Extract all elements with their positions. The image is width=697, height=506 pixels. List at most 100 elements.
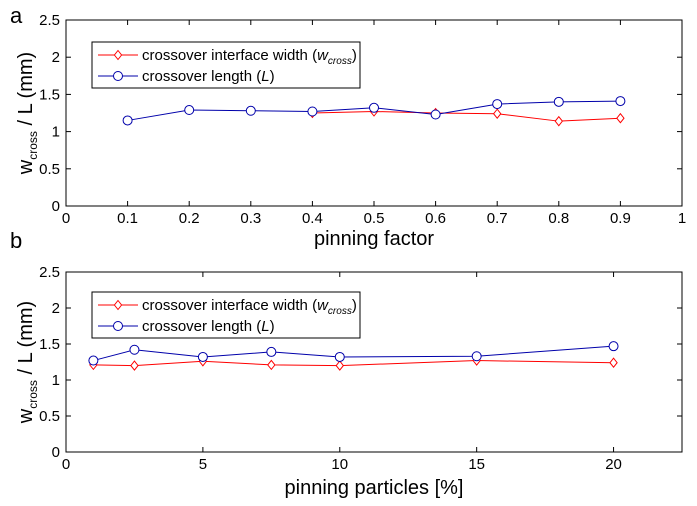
y-tick-label: 1 [52, 372, 60, 389]
axes-box [65, 271, 683, 453]
data-point [307, 106, 318, 117]
x-axis-label: pinning particles [%] [285, 477, 464, 499]
y-tick-label: 2 [52, 300, 60, 317]
legend: crossover interface width (wcross)crosso… [91, 41, 361, 89]
series-0 [308, 106, 625, 127]
y-tick-label: 2.5 [39, 12, 60, 29]
y-axis-label-main: w [15, 408, 37, 424]
data-point [129, 344, 140, 355]
legend-entry: crossover length (L) [142, 318, 275, 335]
data-point [609, 357, 618, 369]
legend-text: ) [352, 47, 357, 64]
y-axis-label-sub: cross [26, 380, 40, 409]
x-tick-label: 0 [62, 456, 70, 473]
legend: crossover interface width (wcross)crosso… [91, 291, 361, 339]
legend-text-sub: cross [328, 56, 352, 67]
legend-box [91, 41, 361, 89]
legend-marker [113, 49, 123, 61]
series-line [93, 360, 614, 367]
panel-label: a [10, 3, 23, 28]
legend-text: ) [352, 297, 357, 314]
y-tick-label: 0 [52, 444, 60, 461]
legend-marker [113, 71, 123, 81]
legend-text: crossover interface width ( [142, 297, 317, 314]
series-line [93, 345, 614, 362]
data-point [334, 351, 345, 362]
data-point [266, 346, 277, 357]
y-axis-label-tail: / L (mm) [15, 52, 37, 131]
legend-text-italic: L [261, 318, 269, 335]
data-point [553, 96, 564, 107]
legend-marker [113, 299, 123, 311]
legend-marker [113, 321, 123, 331]
data-point [245, 105, 256, 116]
y-tick-label: 1 [52, 124, 60, 141]
chart-panel-a: a 0 0.1 0.2 0.3 0.4 0.5 0.6 0.7 0.8 0.9 1 0 0.5 1 1.5 2 2… [10, 3, 686, 250]
x-tick-label: 0 [62, 210, 70, 227]
legend-text: crossover length ( [142, 318, 261, 335]
x-axis-label: pinning factor [314, 228, 434, 250]
y-tick-label: 0 [52, 198, 60, 215]
data-point [184, 105, 195, 116]
legend-text: crossover interface width ( [142, 47, 317, 64]
legend-text: ) [270, 318, 275, 335]
data-point [430, 109, 441, 120]
data-point [130, 360, 139, 371]
x-tick-label: 0.8 [548, 210, 569, 227]
chart-panel-b: b 0 5 10 15 20 0 0.5 1 1.5 2 2.5 pinning particles [… [10, 228, 683, 499]
x-tick-label: 0.7 [487, 210, 508, 227]
legend-text: ) [270, 68, 275, 85]
legend-entry: crossover interface width (wcross) [142, 297, 357, 317]
data-point [197, 351, 208, 362]
series-1 [88, 341, 619, 366]
legend-entry: crossover interface width (wcross) [142, 47, 357, 67]
data-point [616, 112, 625, 124]
data-point [369, 102, 379, 113]
y-axis-label-main: w [15, 159, 37, 175]
legend-box [91, 291, 361, 339]
y-tick-label: 2.5 [39, 264, 60, 281]
x-tick-label: 0.5 [364, 210, 385, 227]
data-point [122, 115, 133, 126]
legend-entry: crossover length (L) [142, 68, 275, 85]
legend-text-sub: cross [328, 306, 352, 317]
data-point [492, 99, 503, 110]
x-tick-label: 10 [331, 456, 348, 473]
x-tick-label: 1 [678, 210, 686, 227]
series-1 [122, 96, 626, 126]
legend-text-italic: w [317, 297, 329, 314]
legend-text-italic: w [317, 47, 329, 64]
x-tick-label: 0.3 [240, 210, 261, 227]
x-tick-label: 0.6 [425, 210, 446, 227]
x-tick-label: 0.9 [610, 210, 631, 227]
x-tick-label: 0.2 [179, 210, 200, 227]
data-point [492, 108, 502, 120]
y-axis-label-tail: / L (mm) [15, 301, 37, 380]
data-point [267, 359, 276, 371]
x-tick-label: 20 [605, 456, 622, 473]
x-tick-label: 15 [468, 456, 485, 473]
panel-label: b [10, 228, 22, 253]
series-0 [89, 355, 618, 371]
data-point [615, 96, 626, 107]
legend-text: crossover length ( [142, 68, 261, 85]
data-point [554, 115, 564, 127]
series-line [312, 111, 621, 122]
y-tick-label: 1.5 [39, 336, 60, 353]
x-tick-label: 5 [199, 456, 207, 473]
y-tick-label: 0.5 [39, 408, 60, 425]
y-axis-label: wcross / L (mm) [15, 301, 40, 424]
data-point [471, 351, 482, 362]
legend-text-italic: L [261, 68, 269, 85]
data-point [608, 341, 619, 352]
y-axis-label: wcross / L (mm) [15, 52, 40, 175]
y-tick-label: 1.5 [39, 86, 60, 103]
x-tick-label: 0.1 [117, 210, 138, 227]
y-tick-label: 0.5 [39, 161, 60, 178]
data-point [88, 355, 99, 366]
y-tick-label: 2 [52, 49, 60, 66]
data-point [335, 360, 345, 371]
x-tick-label: 0.4 [302, 210, 323, 227]
y-axis-label-sub: cross [26, 131, 40, 160]
